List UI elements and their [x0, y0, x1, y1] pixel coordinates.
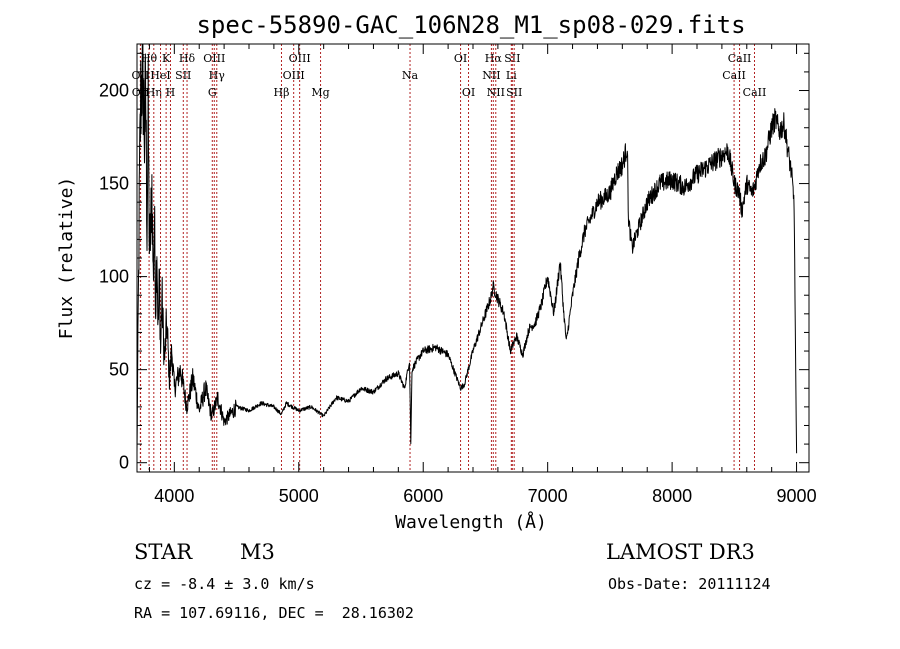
y-axis-label: Flux (relative): [56, 177, 77, 340]
y-tick-label: 50: [109, 360, 129, 380]
coordinates: RA = 107.69116, DEC = 28.16302: [134, 604, 414, 622]
line-marker-label: SII: [506, 86, 522, 99]
x-tick-label: 7000: [528, 486, 568, 506]
line-marker-label: OIII: [203, 52, 225, 65]
line-marker-label: NII: [487, 86, 505, 99]
line-marker-label: H: [166, 86, 176, 99]
y-tick-label: 100: [99, 267, 129, 287]
x-tick-label: 6000: [403, 486, 443, 506]
x-tick-label: 4000: [154, 486, 194, 506]
x-tick-label: 8000: [652, 486, 692, 506]
line-marker-label: HeI: [150, 69, 170, 82]
series-line-0: [136, 43, 798, 454]
line-marker-label: Mg: [311, 86, 329, 99]
line-marker-label: K: [162, 52, 171, 65]
line-marker-label: Na: [402, 69, 419, 82]
line-marker-label: SII: [504, 52, 520, 65]
line-marker-label: SII: [175, 69, 191, 82]
plot-frame: [136, 43, 810, 473]
line-marker-label: Hδ: [179, 52, 196, 65]
obs-date: Obs-Date: 20111124: [608, 575, 771, 593]
y-tick-label: 200: [99, 81, 129, 101]
redshift-velocity: cz = -8.4 ± 3.0 km/s: [134, 575, 315, 593]
line-marker-label: Hη: [146, 86, 162, 99]
line-marker-label: OIII: [283, 69, 305, 82]
y-tick-label: 150: [99, 174, 129, 194]
line-marker-label: CaII: [722, 69, 746, 82]
line-marker-label: OI: [462, 86, 475, 99]
line-marker-label: OI: [454, 52, 467, 65]
line-marker-label: CaII: [728, 52, 752, 65]
line-marker-label: G: [208, 86, 217, 99]
survey-name: LAMOST DR3: [606, 540, 755, 564]
chart-title: spec-55890-GAC_106N28_M1_sp08-029.fits: [196, 11, 745, 39]
line-marker-label: Li: [506, 69, 517, 82]
x-tick-label: 9000: [777, 486, 817, 506]
flux-series: [136, 43, 798, 454]
axis-ticks: 4000 5000 6000 7000 8000 9000 0 50 100 150 200: [99, 44, 817, 506]
x-tick-label: 5000: [279, 486, 319, 506]
line-marker-label: CaII: [743, 86, 767, 99]
object-type: STAR: [134, 540, 193, 564]
line-marker-label: Hα: [485, 52, 503, 65]
line-marker-label: Hβ: [274, 86, 290, 99]
x-axis-label: Wavelength (Å): [395, 511, 547, 533]
line-marker-label: Hγ: [209, 69, 226, 82]
y-tick-label: 0: [119, 453, 129, 473]
line-marker-label: NII: [482, 69, 500, 82]
line-marker-label: OIII: [289, 52, 311, 65]
subclass: M3: [240, 540, 275, 564]
